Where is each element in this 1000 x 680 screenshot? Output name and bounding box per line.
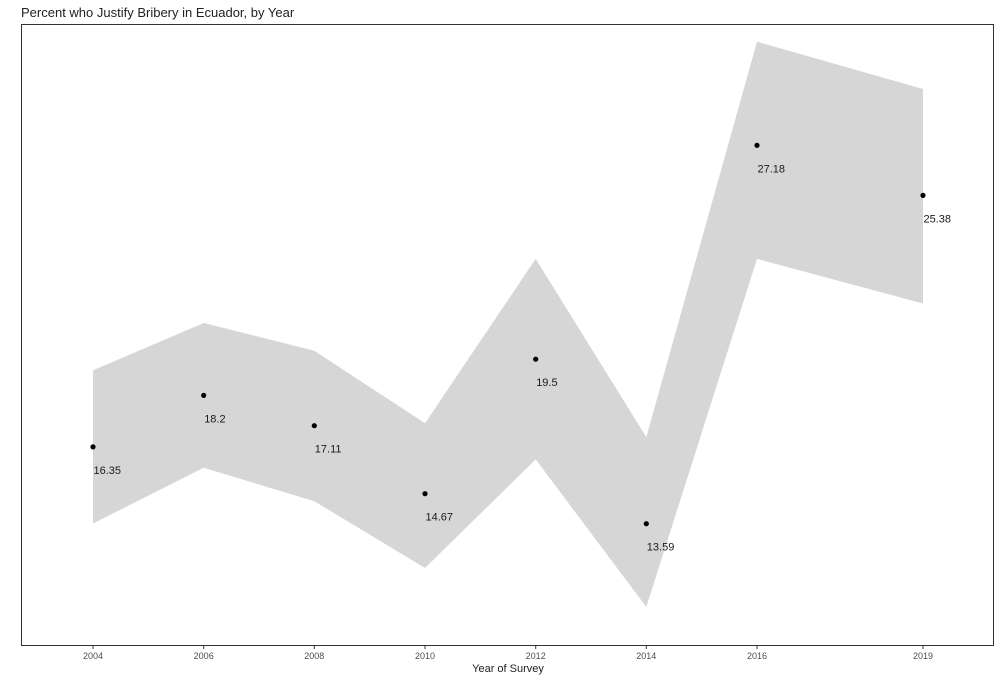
x-axis-title: Year of Survey [472,663,544,675]
data-point [422,491,428,497]
x-tick-label: 2014 [636,651,656,661]
x-tick-label: 2016 [747,651,767,661]
points-layer [90,142,926,527]
data-point [643,521,649,527]
x-tick-label: 2010 [415,651,435,661]
ci-ribbon-layer [93,41,923,607]
x-axis: 2004 2006 2008 2010 2012 2014 2016 2019 [83,646,933,661]
x-tick-label: 2019 [913,651,933,661]
data-label: 16.35 [94,465,122,477]
data-point [754,142,760,148]
data-point [201,392,207,398]
data-point [920,192,926,198]
data-label: 19.5 [536,377,557,389]
chart-title: Percent who Justify Bribery in Ecuador, … [21,5,295,20]
x-tick-label: 2004 [83,651,103,661]
x-tick-label: 2012 [526,651,546,661]
data-label: 17.11 [315,444,342,456]
x-tick-label: 2006 [194,651,214,661]
data-label: 18.2 [204,413,225,425]
data-point [533,356,539,362]
data-label: 25.38 [924,213,952,225]
data-label: 13.59 [647,542,675,554]
data-label: 27.18 [758,163,786,175]
data-label: 14.67 [426,512,454,524]
data-point [90,444,96,450]
data-labels-layer: 16.35 18.2 17.11 14.67 19.5 13.59 27.18 25.38 [94,163,952,553]
panel-border [21,24,994,646]
confidence-ribbon [93,41,923,607]
data-point [311,423,317,429]
x-tick-label: 2008 [304,651,324,661]
